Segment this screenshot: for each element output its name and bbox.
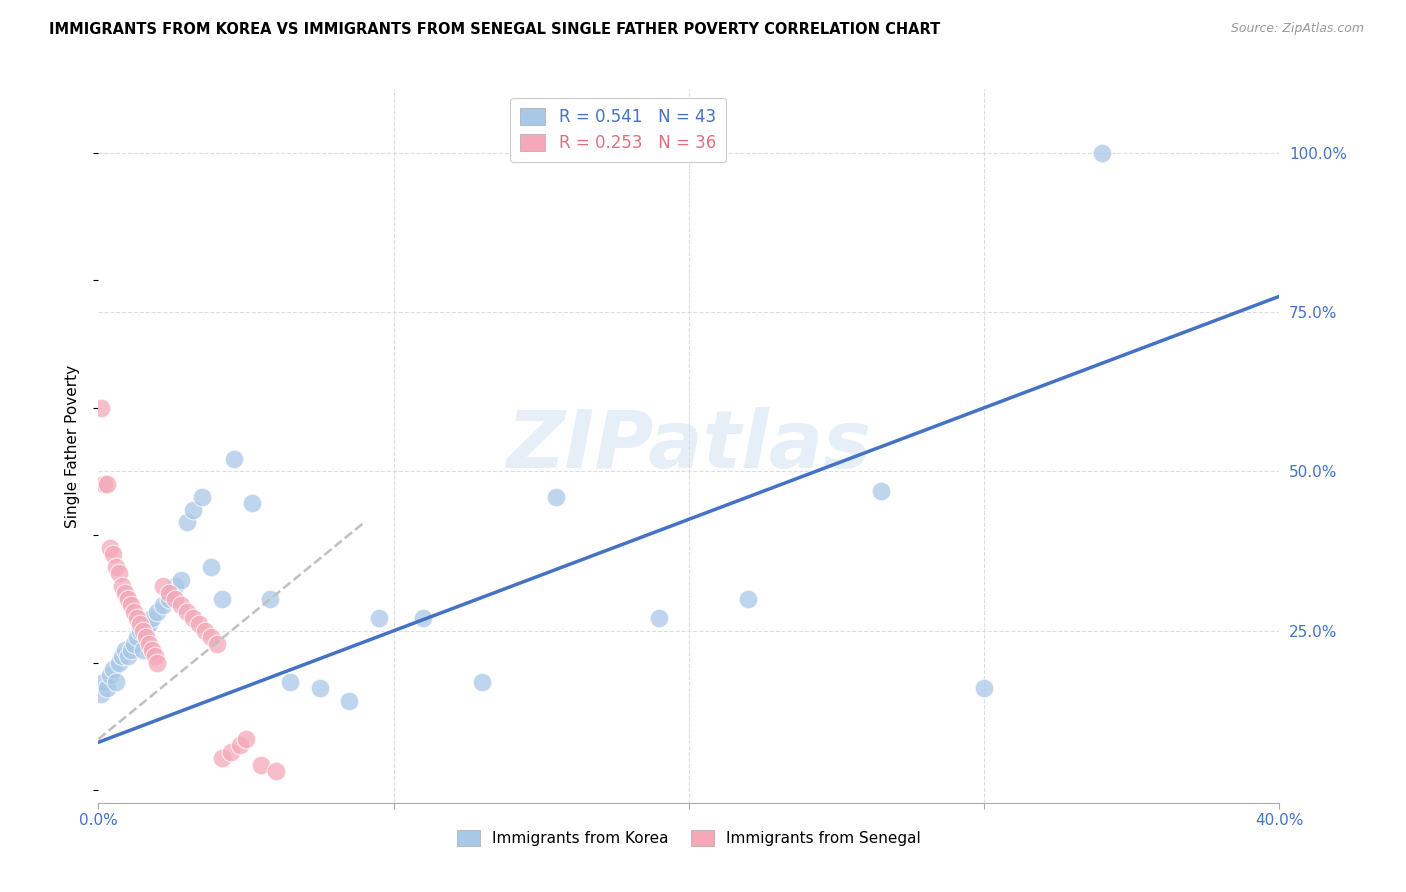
Point [117,649,139,664]
Point [205,636,228,650]
Point [132,624,155,638]
Point [98,541,121,555]
Point [146,605,169,619]
Point [135,630,157,644]
Point [240,496,263,510]
Point [870,483,893,498]
Point [187,617,209,632]
Point [191,490,214,504]
Point [120,643,142,657]
Point [170,599,193,613]
Point [648,611,671,625]
Point [114,643,136,657]
Text: ZIPatlas: ZIPatlas [506,407,872,485]
Point [138,636,160,650]
Point [412,611,434,625]
Point [132,643,155,657]
Legend: Immigrants from Korea, Immigrants from Senegal: Immigrants from Korea, Immigrants from S… [450,824,928,852]
Point [211,591,233,606]
Point [250,757,273,772]
Point [737,591,759,606]
Point [221,745,243,759]
Point [165,579,187,593]
Text: IMMIGRANTS FROM KOREA VS IMMIGRANTS FROM SENEGAL SINGLE FATHER POVERTY CORRELATI: IMMIGRANTS FROM KOREA VS IMMIGRANTS FROM… [49,22,941,37]
Point [157,591,180,606]
Point [117,591,139,606]
Point [93,674,115,689]
Point [122,636,145,650]
Point [108,566,131,581]
Point [176,516,198,530]
Point [125,611,148,625]
Point [108,656,131,670]
Point [211,751,233,765]
Y-axis label: Single Father Poverty: Single Father Poverty [65,365,80,527]
Point [143,649,166,664]
Point [105,560,128,574]
Point [120,599,142,613]
Point [111,579,134,593]
Point [114,585,136,599]
Point [259,591,281,606]
Point [1091,145,1114,160]
Point [105,674,128,689]
Point [125,630,148,644]
Point [280,674,302,689]
Point [309,681,332,695]
Point [339,694,361,708]
Point [103,547,125,561]
Point [157,585,180,599]
Point [152,599,174,613]
Point [128,624,150,638]
Point [200,630,222,644]
Point [90,401,112,415]
Point [181,502,204,516]
Point [200,560,222,574]
Point [224,451,246,466]
Text: Source: ZipAtlas.com: Source: ZipAtlas.com [1230,22,1364,36]
Point [235,732,257,747]
Point [165,591,187,606]
Point [471,674,494,689]
Point [546,490,568,504]
Point [229,739,252,753]
Point [90,688,112,702]
Point [128,617,150,632]
Point [138,617,160,632]
Point [122,605,145,619]
Point [111,649,134,664]
Point [176,605,198,619]
Point [146,656,169,670]
Point [96,681,118,695]
Point [93,477,115,491]
Point [264,764,287,778]
Point [98,668,121,682]
Point [103,662,125,676]
Point [170,573,193,587]
Point [194,624,217,638]
Point [96,477,118,491]
Point [141,643,163,657]
Point [135,624,157,638]
Point [181,611,204,625]
Point [368,611,391,625]
Point [152,579,174,593]
Point [141,611,163,625]
Point [973,681,995,695]
